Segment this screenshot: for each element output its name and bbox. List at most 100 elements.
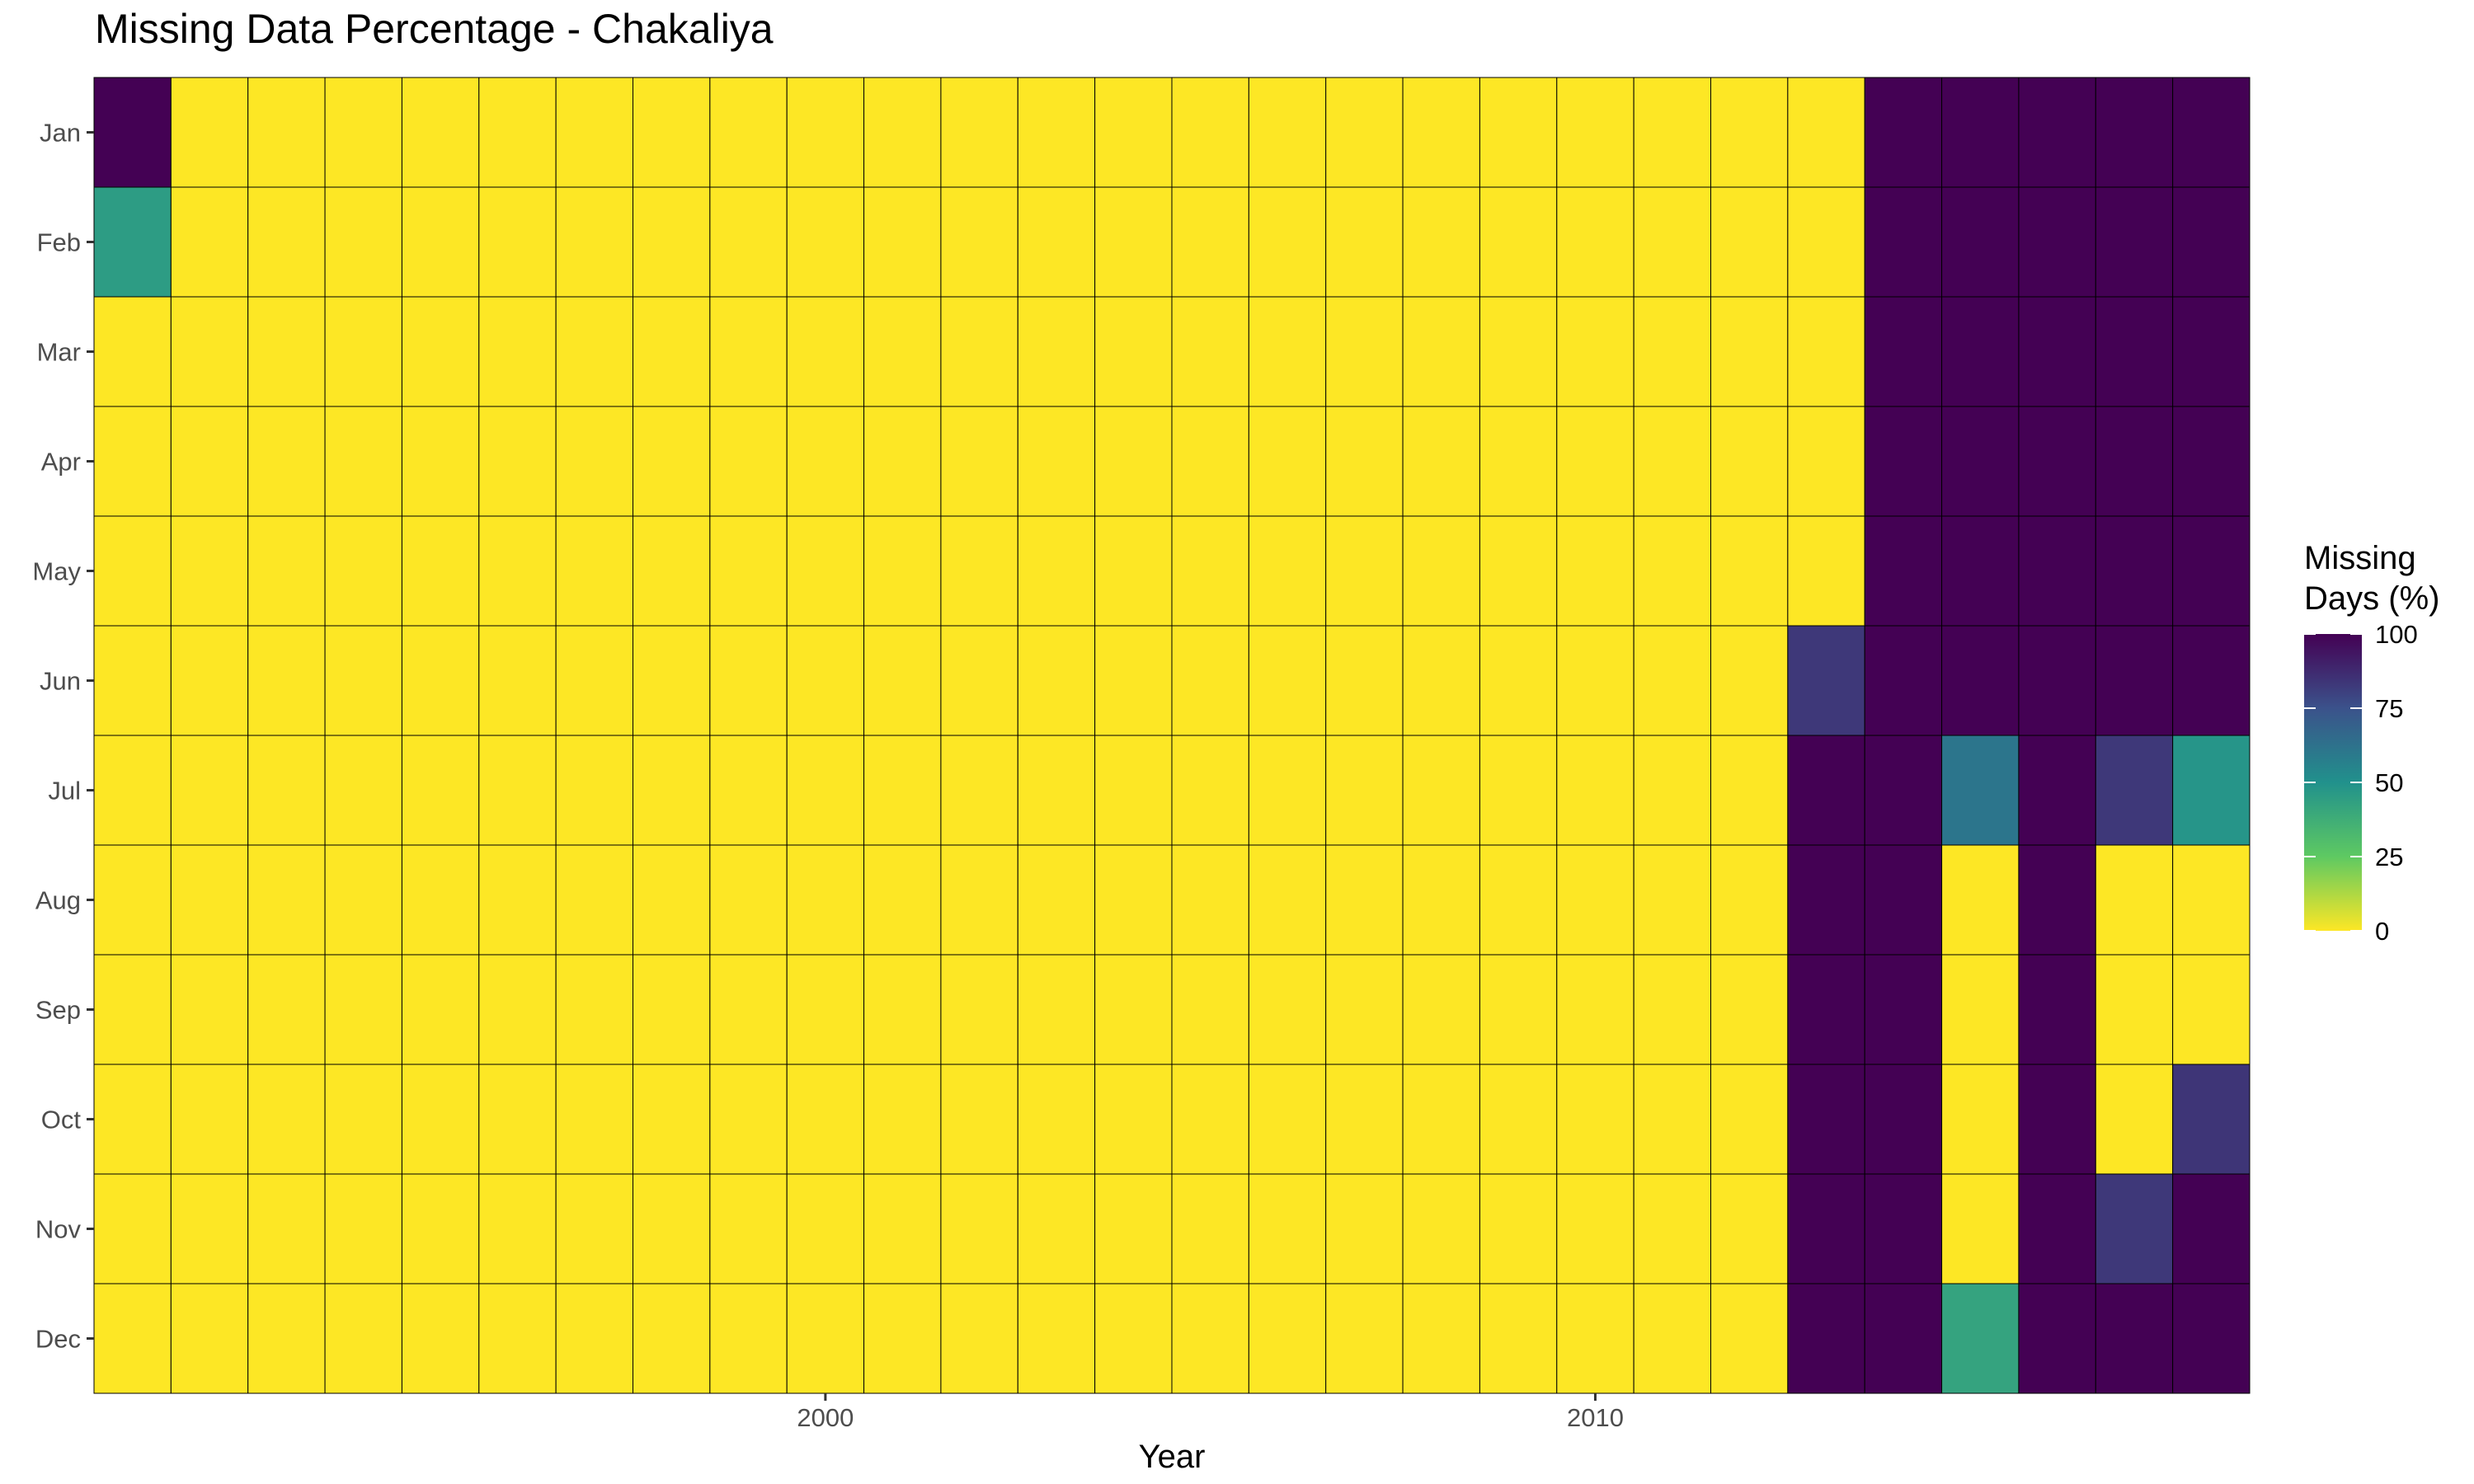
heatmap-cell	[1941, 844, 2020, 956]
heatmap-cell	[1325, 296, 1404, 407]
heatmap-cell	[633, 735, 711, 846]
heatmap-cell	[170, 77, 249, 188]
heatmap-cell	[940, 296, 1018, 407]
heatmap-cell	[1556, 406, 1634, 517]
heatmap-cell	[1556, 625, 1634, 736]
heatmap-cell	[324, 1173, 402, 1284]
heatmap-cell	[1248, 77, 1327, 188]
heatmap-cell	[1171, 844, 1249, 956]
heatmap-cell	[170, 844, 249, 956]
heatmap-cell	[2172, 625, 2251, 736]
heatmap-cell	[170, 954, 249, 1065]
heatmap-cell	[1017, 77, 1096, 188]
heatmap-cell	[478, 296, 557, 407]
heatmap-cell	[478, 735, 557, 846]
heatmap-cell	[1479, 844, 1558, 956]
heatmap-cell	[2172, 186, 2251, 298]
heatmap-cell	[1325, 77, 1404, 188]
heatmap-cell	[633, 625, 711, 736]
legend-tick-label: 100	[2375, 620, 2418, 649]
heatmap-cell	[1864, 954, 1943, 1065]
heatmap-cell	[247, 296, 326, 407]
heatmap-cell	[93, 296, 172, 407]
heatmap-cell	[1633, 1173, 1711, 1284]
heatmap-cell	[170, 1283, 249, 1394]
heatmap-cell	[940, 515, 1018, 627]
heatmap-cell	[1941, 954, 2020, 1065]
heatmap-cell	[1479, 1283, 1558, 1394]
heatmap-cell	[1941, 186, 2020, 298]
heatmap-cell	[555, 77, 634, 188]
heatmap-cell	[1094, 186, 1173, 298]
heatmap-cell	[940, 954, 1018, 1065]
heatmap-cell	[1787, 1173, 1865, 1284]
heatmap-cell	[555, 296, 634, 407]
heatmap-cell	[478, 515, 557, 627]
heatmap-cell	[1171, 296, 1249, 407]
heatmap-cell	[478, 406, 557, 517]
heatmap-cell	[1633, 296, 1711, 407]
legend-tick-label: 25	[2375, 843, 2403, 871]
heatmap-cell	[2018, 296, 2096, 407]
heatmap-cell	[1479, 1064, 1558, 1175]
heatmap-cell	[2095, 1283, 2174, 1394]
heatmap-cell	[633, 406, 711, 517]
heatmap-cell	[1248, 515, 1327, 627]
heatmap-cell	[1248, 1173, 1327, 1284]
heatmap-cell	[93, 844, 172, 956]
heatmap-cell	[1171, 1173, 1249, 1284]
heatmap-cell	[1171, 515, 1249, 627]
heatmap-cell	[863, 77, 942, 188]
heatmap-cell	[170, 1173, 249, 1284]
heatmap-cell	[863, 625, 942, 736]
heatmap-cell	[1864, 296, 1943, 407]
heatmap-cell	[2095, 77, 2174, 188]
heatmap-cell	[1325, 186, 1404, 298]
heatmap-cell	[93, 1283, 172, 1394]
heatmap-cell	[1094, 735, 1173, 846]
heatmap-cell	[2095, 735, 2174, 846]
heatmap-cell	[401, 186, 480, 298]
heatmap-cell	[1787, 296, 1865, 407]
heatmap-cell	[2095, 515, 2174, 627]
heatmap-cell	[1864, 735, 1943, 846]
y-tick-label: Dec	[35, 1325, 81, 1354]
legend-tick-label: 0	[2375, 917, 2389, 946]
heatmap-cell	[1556, 1283, 1634, 1394]
heatmap-cell	[555, 1283, 634, 1394]
heatmap-cell	[1710, 406, 1789, 517]
heatmap-cell	[1941, 77, 2020, 188]
heatmap-cell	[93, 954, 172, 1065]
heatmap-cell	[940, 186, 1018, 298]
heatmap-cell	[1248, 844, 1327, 956]
heatmap-cell	[2095, 1064, 2174, 1175]
heatmap-cell	[93, 1064, 172, 1175]
heatmap-cell	[1556, 1064, 1634, 1175]
heatmap-cell	[2095, 844, 2174, 956]
heatmap-cell	[401, 515, 480, 627]
heatmap-cell	[2172, 77, 2251, 188]
heatmap-cell	[786, 625, 865, 736]
x-tick-label: 2010	[1567, 1403, 1624, 1432]
heatmap-cell	[2172, 954, 2251, 1065]
y-tick-label: Jul	[48, 777, 81, 805]
heatmap-cell	[1710, 186, 1789, 298]
y-tick-label: Oct	[41, 1106, 82, 1134]
heatmap-cell	[170, 625, 249, 736]
heatmap-cell	[401, 1064, 480, 1175]
heatmap-cell	[1402, 406, 1480, 517]
y-tick-label: Sep	[35, 996, 81, 1025]
heatmap-cell	[555, 1064, 634, 1175]
heatmap-cell	[324, 1064, 402, 1175]
heatmap-cell	[940, 406, 1018, 517]
heatmap-cell	[1402, 186, 1480, 298]
heatmap-cell	[1402, 1173, 1480, 1284]
heatmap-cell	[2018, 954, 2096, 1065]
heatmap-cell	[786, 1064, 865, 1175]
heatmap-cell	[2018, 1173, 2096, 1284]
heatmap-cell	[478, 1283, 557, 1394]
heatmap-cell	[1325, 735, 1404, 846]
heatmap-cell	[940, 625, 1018, 736]
heatmap-cell	[1171, 186, 1249, 298]
heatmap-cell	[1017, 515, 1096, 627]
